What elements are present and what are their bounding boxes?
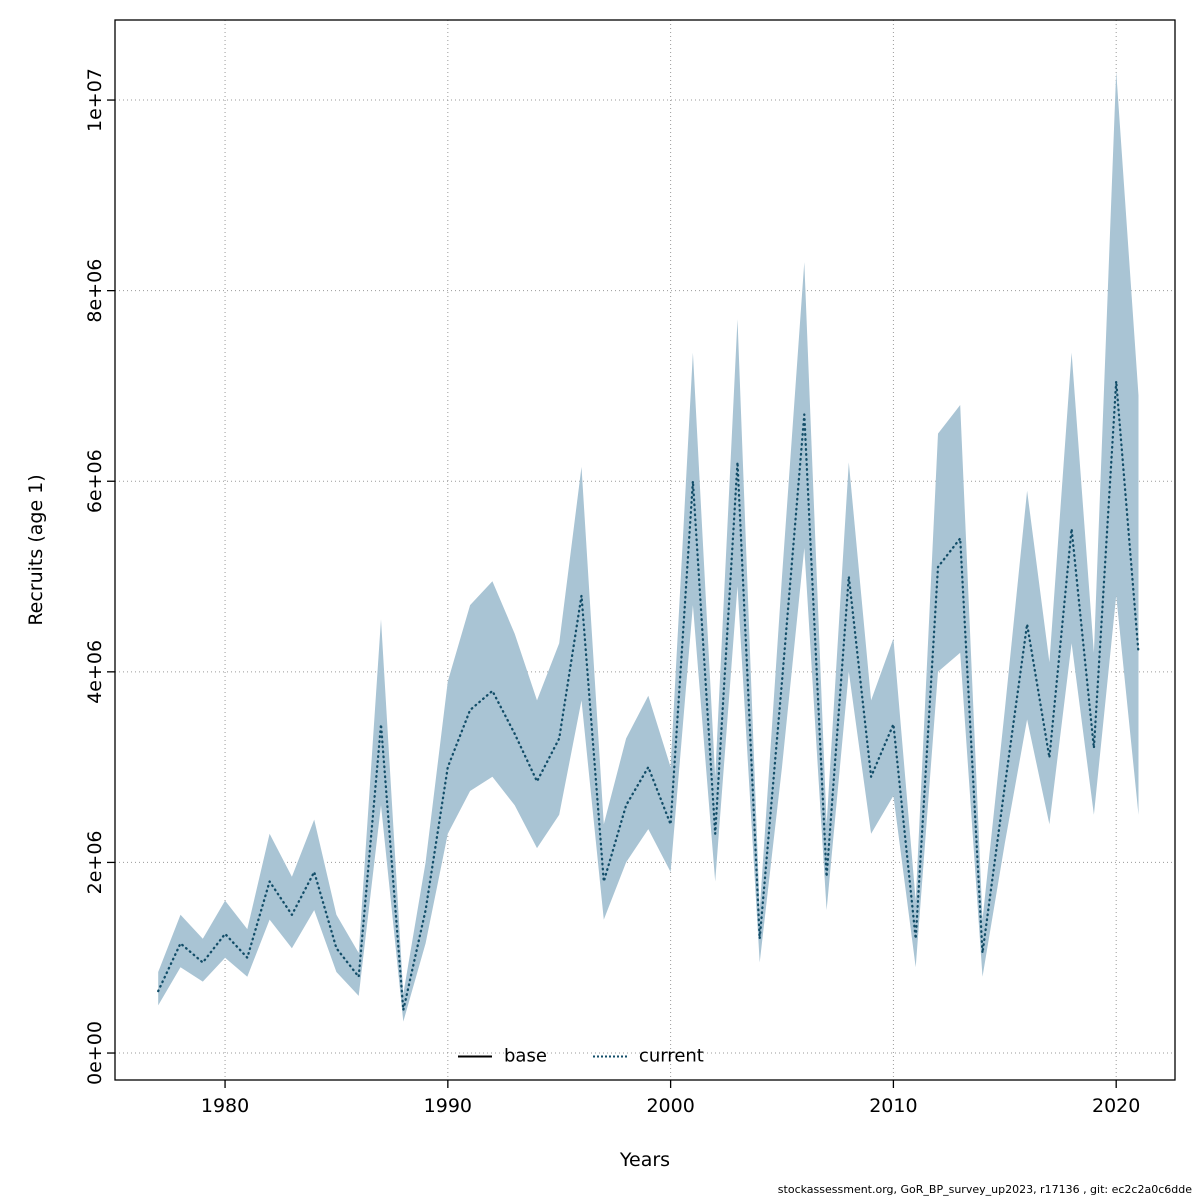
y-tick-label: 6e+06 [84, 449, 106, 513]
legend: base current [458, 1046, 704, 1067]
axes: 1980 1990 2000 2010 2020 0e+00 2e+06 4e+06 6e+06… [84, 68, 1140, 1117]
x-tick-label: 1980 [201, 1095, 249, 1117]
x-tick-label: 1990 [424, 1095, 472, 1117]
legend-item-base: base [458, 1046, 547, 1067]
y-tick-label: 1e+07 [84, 68, 106, 132]
y-tick-label: 2e+06 [84, 830, 106, 894]
confidence-band [158, 71, 1139, 1022]
y-tick-label: 4e+06 [84, 640, 106, 704]
legend-label-current: current [638, 1045, 704, 1067]
footer-note: stockassessment.org, GoR_BP_survey_up202… [777, 1183, 1192, 1196]
current-line-sample [592, 1055, 627, 1057]
y-tick-label: 8e+06 [84, 259, 106, 323]
x-tick-label: 2020 [1092, 1095, 1140, 1117]
y-axis-title: Recruits (age 1) [25, 474, 47, 626]
legend-label-base: base [504, 1045, 547, 1067]
x-axis-title: Years [619, 1149, 671, 1171]
x-tick-label: 2010 [869, 1095, 917, 1117]
base-line-sample [458, 1055, 492, 1057]
legend-item-current: current [592, 1045, 704, 1067]
plot-frame [114, 19, 1176, 1081]
y-tick-label: 0e+00 [84, 1021, 106, 1085]
current-line [157, 380, 1140, 1012]
x-tick-label: 2000 [646, 1095, 694, 1117]
